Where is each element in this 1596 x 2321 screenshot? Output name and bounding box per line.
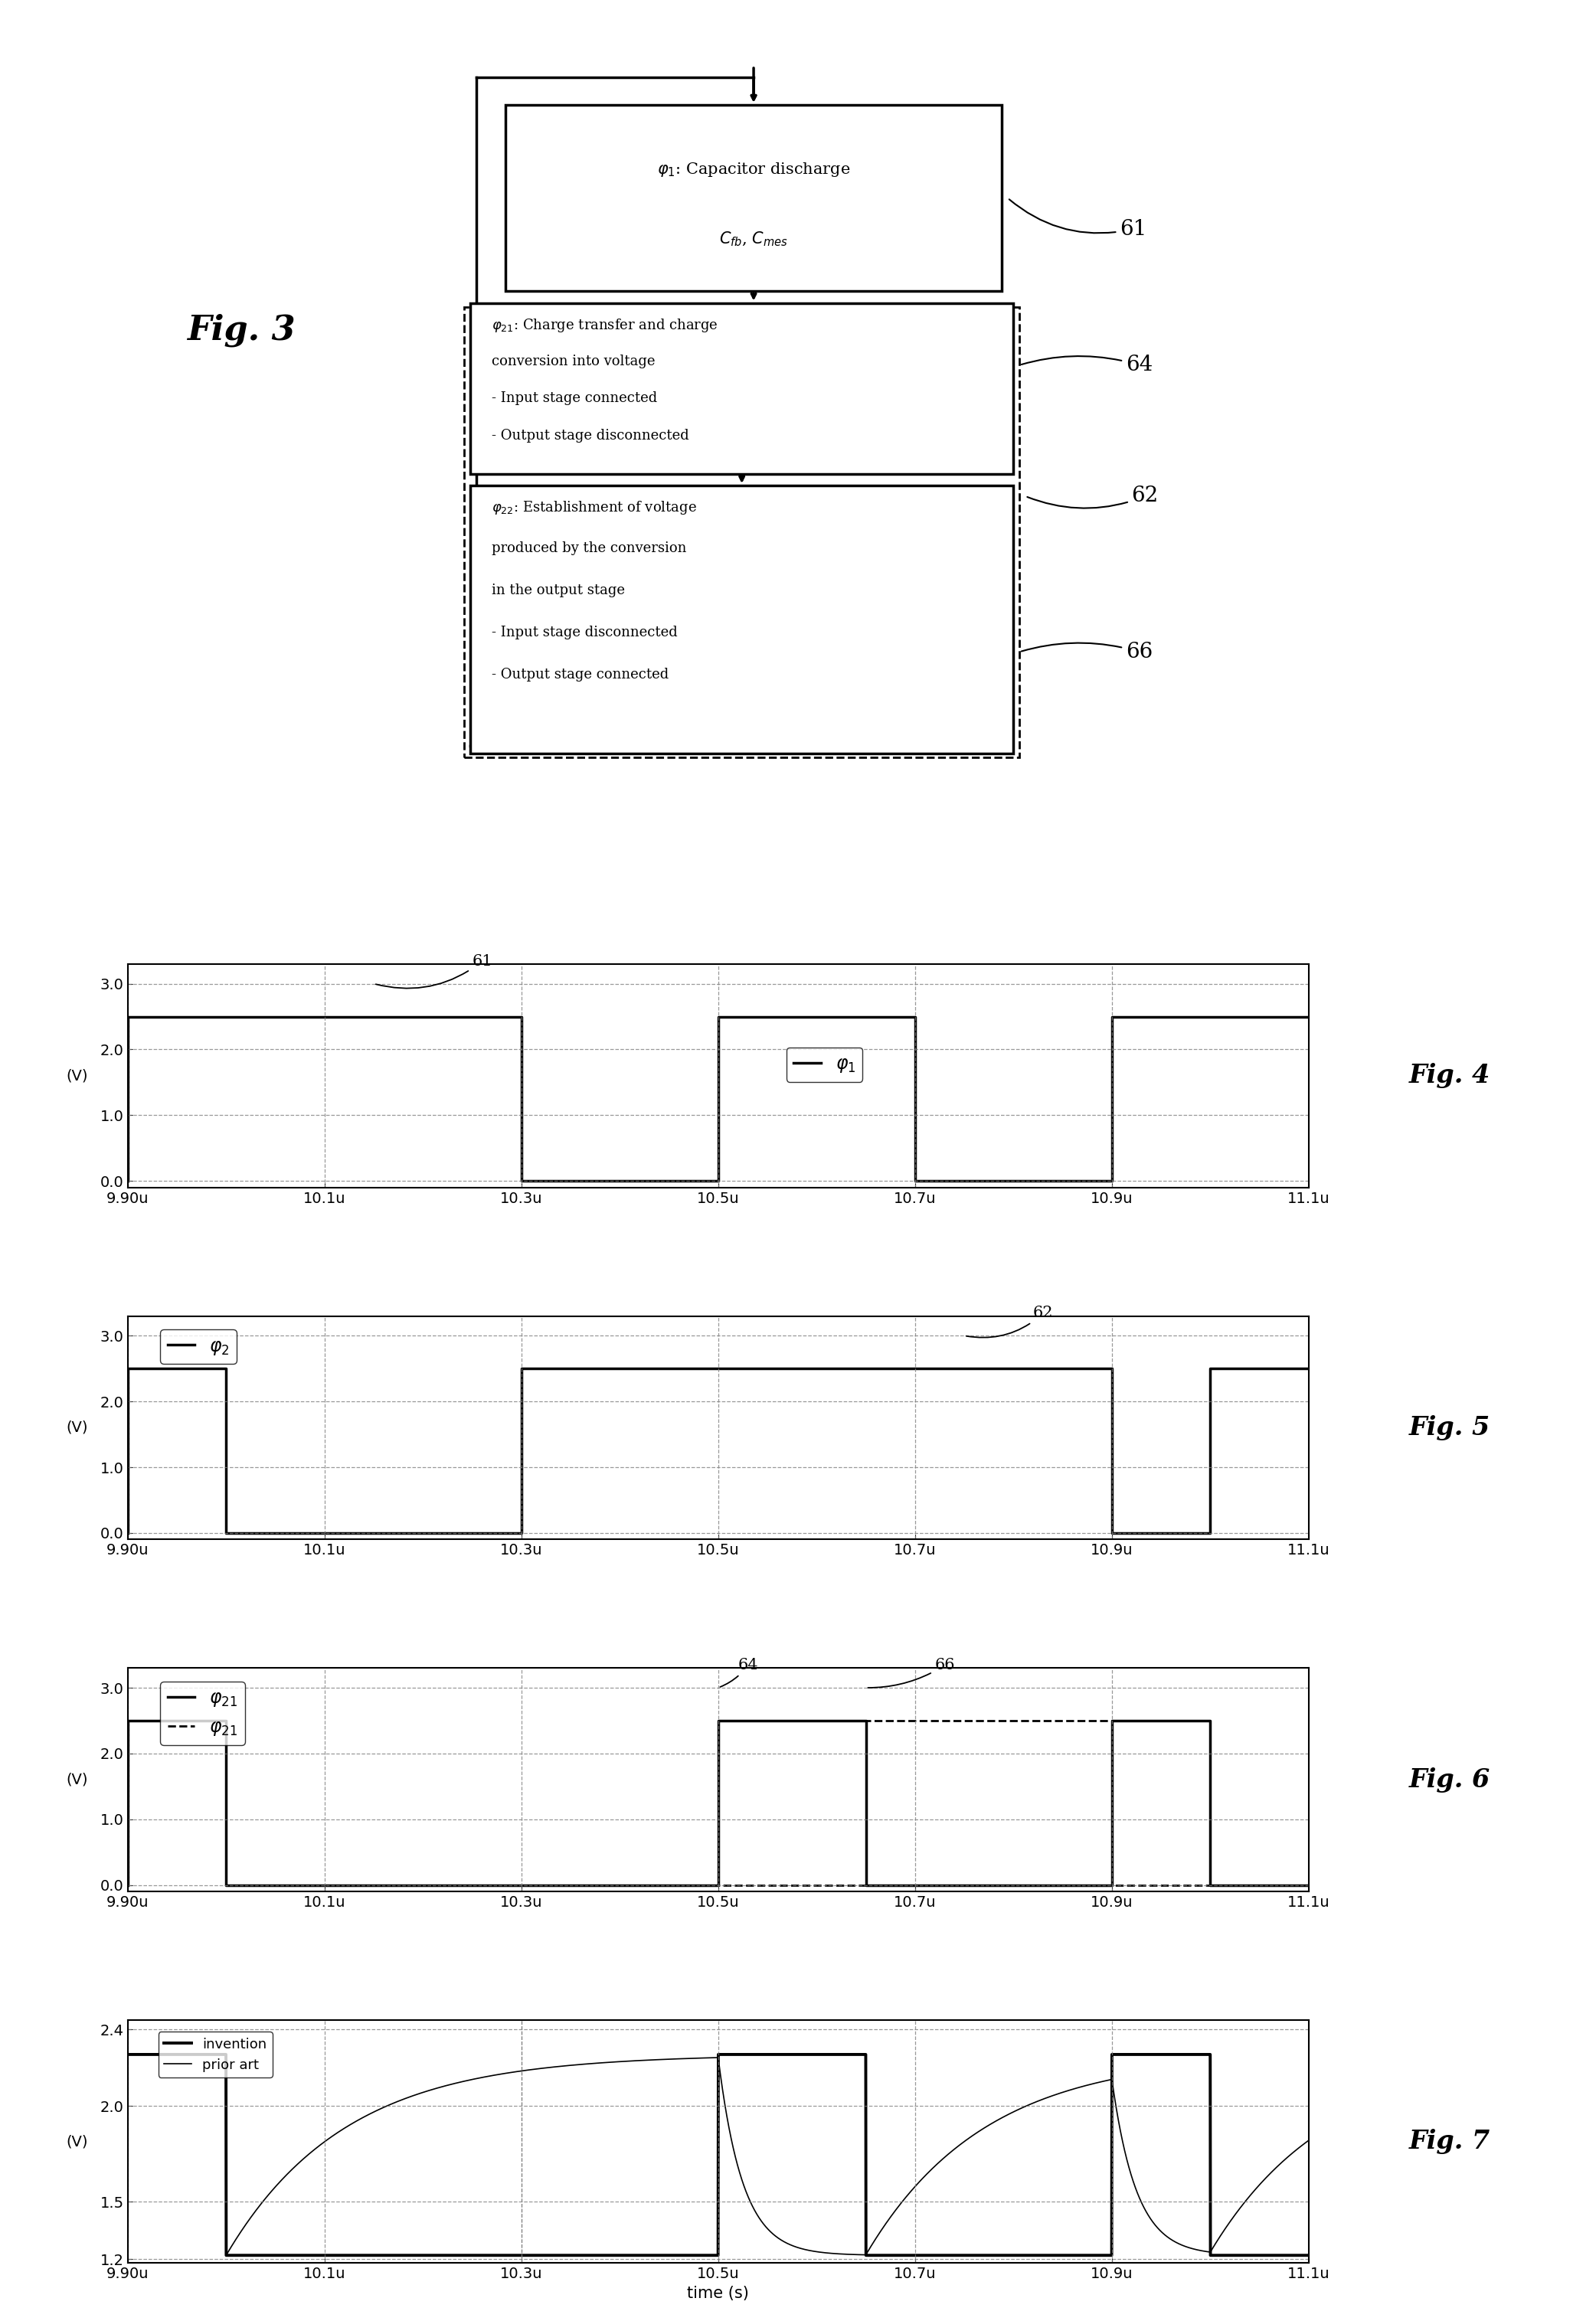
Bar	[471, 304, 1013, 473]
Y-axis label: (V): (V)	[65, 2135, 88, 2149]
Text: 64: 64	[1021, 355, 1152, 376]
Legend: invention, prior art: invention, prior art	[158, 2031, 273, 2077]
Y-axis label: (V): (V)	[65, 1420, 88, 1434]
$\varphi_{21}$	[118, 1871, 137, 1899]
Y-axis label: (V): (V)	[65, 1773, 88, 1787]
Text: 61: 61	[1009, 200, 1148, 239]
Text: 62: 62	[1028, 485, 1159, 508]
$\varphi_{21}$	[217, 1706, 236, 1734]
prior art	[118, 2040, 137, 2068]
invention	[999, 2242, 1018, 2270]
Text: 66: 66	[1021, 641, 1152, 661]
Text: - Output stage disconnected: - Output stage disconnected	[492, 429, 689, 443]
invention	[217, 2242, 236, 2270]
Text: Fig. 5: Fig. 5	[1409, 1416, 1491, 1441]
Text: Fig. 7: Fig. 7	[1409, 2128, 1491, 2154]
Text: $\varphi_{21}$: Charge transfer and charge: $\varphi_{21}$: Charge transfer and char…	[492, 318, 718, 334]
X-axis label: time (s): time (s)	[688, 2286, 749, 2300]
$\varphi_{21}$	[1299, 1871, 1318, 1899]
Y-axis label: (V): (V)	[65, 1068, 88, 1084]
prior art	[1090, 2068, 1109, 2096]
invention	[118, 2040, 137, 2068]
$\varphi_{21}$	[1103, 1706, 1122, 1734]
Text: 61: 61	[375, 954, 493, 989]
Text: Fig. 6: Fig. 6	[1409, 1766, 1491, 1792]
Legend: $\varphi_2$: $\varphi_2$	[160, 1330, 236, 1365]
Text: conversion into voltage: conversion into voltage	[492, 355, 654, 369]
$\varphi_{21}$	[709, 1706, 728, 1734]
$\varphi_{21}$	[1103, 1871, 1122, 1899]
invention	[886, 2242, 905, 2270]
Text: in the output stage: in the output stage	[492, 583, 624, 596]
$\varphi_{21}$	[217, 1871, 236, 1899]
Text: 62: 62	[966, 1307, 1053, 1337]
Text: produced by the conversion: produced by the conversion	[492, 541, 686, 555]
Text: 66: 66	[868, 1657, 954, 1687]
invention	[1299, 2242, 1318, 2270]
$\varphi_{21}$	[1200, 1706, 1219, 1734]
$\varphi_{21}$	[217, 1871, 236, 1899]
$\varphi_{21}$	[118, 1871, 137, 1899]
Line: invention: invention	[128, 2054, 1309, 2256]
$\varphi_{21}$	[1103, 1871, 1122, 1899]
Bar	[506, 104, 1002, 290]
Bar	[464, 306, 1020, 757]
Line: $\varphi_{21}$: $\varphi_{21}$	[128, 1720, 1309, 1885]
Bar	[471, 485, 1013, 754]
invention	[334, 2242, 353, 2270]
Text: $\varphi_1$: Capacitor discharge: $\varphi_1$: Capacitor discharge	[658, 160, 851, 179]
prior art	[827, 2240, 846, 2268]
invention	[570, 2242, 589, 2270]
$\varphi_{21}$	[855, 1706, 875, 1734]
Legend: $\varphi_{21}$, $\varphi_{21}$: $\varphi_{21}$, $\varphi_{21}$	[160, 1680, 244, 1745]
Legend: $\varphi_1$: $\varphi_1$	[787, 1047, 863, 1082]
Text: 64: 64	[720, 1657, 758, 1687]
Text: - Input stage connected: - Input stage connected	[492, 392, 658, 406]
prior art	[570, 2052, 589, 2080]
Text: $C_{fb}$, $C_{mes}$: $C_{fb}$, $C_{mes}$	[720, 230, 788, 248]
prior art	[217, 2242, 236, 2270]
Text: Fig. 4: Fig. 4	[1409, 1063, 1491, 1089]
invention	[827, 2040, 846, 2068]
$\varphi_{21}$	[855, 1706, 875, 1734]
Text: - Input stage disconnected: - Input stage disconnected	[492, 627, 677, 638]
invention	[1090, 2242, 1109, 2270]
$\varphi_{21}$	[709, 1871, 728, 1899]
$\varphi_{21}$	[1299, 1871, 1318, 1899]
Line: $\varphi_{21}$: $\varphi_{21}$	[128, 1720, 1309, 1885]
$\varphi_{21}$	[217, 1706, 236, 1734]
Text: - Output stage connected: - Output stage connected	[492, 668, 669, 682]
$\varphi_{21}$	[118, 1706, 137, 1734]
prior art	[886, 2196, 905, 2224]
$\varphi_{21}$	[855, 1871, 875, 1899]
$\varphi_{21}$	[855, 1871, 875, 1899]
prior art	[1299, 2126, 1318, 2154]
prior art	[999, 2101, 1018, 2128]
$\varphi_{21}$	[1200, 1871, 1219, 1899]
$\varphi_{21}$	[118, 1706, 137, 1734]
prior art	[334, 2114, 353, 2142]
Line: prior art: prior art	[128, 2054, 1309, 2256]
Text: Fig. 3: Fig. 3	[187, 313, 295, 346]
Text: $\varphi_{22}$: Establishment of voltage: $\varphi_{22}$: Establishment of voltage	[492, 499, 696, 518]
$\varphi_{21}$	[1103, 1706, 1122, 1734]
